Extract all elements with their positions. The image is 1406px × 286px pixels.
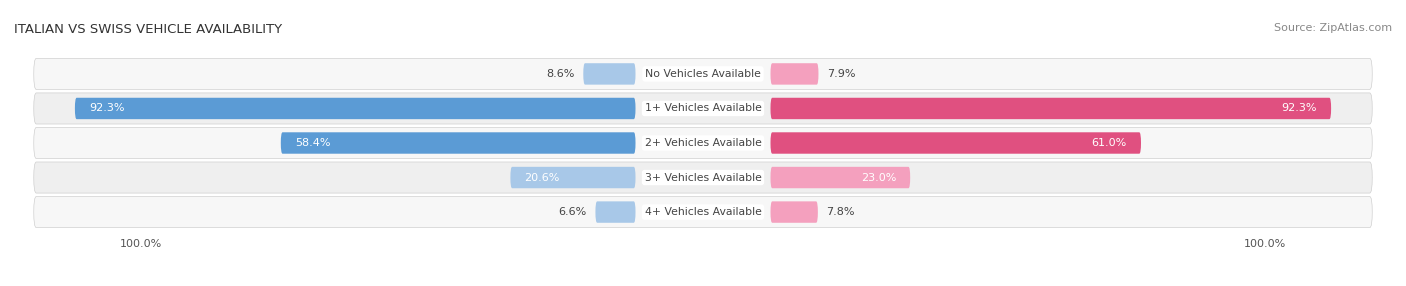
FancyBboxPatch shape bbox=[34, 93, 1372, 124]
FancyBboxPatch shape bbox=[281, 132, 636, 154]
Text: No Vehicles Available: No Vehicles Available bbox=[645, 69, 761, 79]
Text: 92.3%: 92.3% bbox=[89, 104, 125, 114]
Text: 7.9%: 7.9% bbox=[827, 69, 855, 79]
Text: 7.8%: 7.8% bbox=[827, 207, 855, 217]
FancyBboxPatch shape bbox=[34, 196, 1372, 228]
Text: Source: ZipAtlas.com: Source: ZipAtlas.com bbox=[1274, 23, 1392, 33]
Text: 8.6%: 8.6% bbox=[547, 69, 575, 79]
Text: 61.0%: 61.0% bbox=[1091, 138, 1128, 148]
Text: 1+ Vehicles Available: 1+ Vehicles Available bbox=[644, 104, 762, 114]
Text: 4+ Vehicles Available: 4+ Vehicles Available bbox=[644, 207, 762, 217]
FancyBboxPatch shape bbox=[34, 128, 1372, 158]
Text: 3+ Vehicles Available: 3+ Vehicles Available bbox=[644, 172, 762, 182]
FancyBboxPatch shape bbox=[770, 167, 910, 188]
FancyBboxPatch shape bbox=[583, 63, 636, 85]
FancyBboxPatch shape bbox=[510, 167, 636, 188]
Text: 6.6%: 6.6% bbox=[558, 207, 586, 217]
Text: 92.3%: 92.3% bbox=[1281, 104, 1317, 114]
Text: 58.4%: 58.4% bbox=[295, 138, 330, 148]
FancyBboxPatch shape bbox=[770, 201, 818, 223]
FancyBboxPatch shape bbox=[595, 201, 636, 223]
FancyBboxPatch shape bbox=[34, 162, 1372, 193]
Text: ITALIAN VS SWISS VEHICLE AVAILABILITY: ITALIAN VS SWISS VEHICLE AVAILABILITY bbox=[14, 23, 283, 36]
Text: 2+ Vehicles Available: 2+ Vehicles Available bbox=[644, 138, 762, 148]
Text: 23.0%: 23.0% bbox=[860, 172, 896, 182]
Text: 20.6%: 20.6% bbox=[524, 172, 560, 182]
FancyBboxPatch shape bbox=[770, 98, 1331, 119]
FancyBboxPatch shape bbox=[770, 132, 1142, 154]
FancyBboxPatch shape bbox=[770, 63, 818, 85]
FancyBboxPatch shape bbox=[34, 58, 1372, 90]
FancyBboxPatch shape bbox=[75, 98, 636, 119]
